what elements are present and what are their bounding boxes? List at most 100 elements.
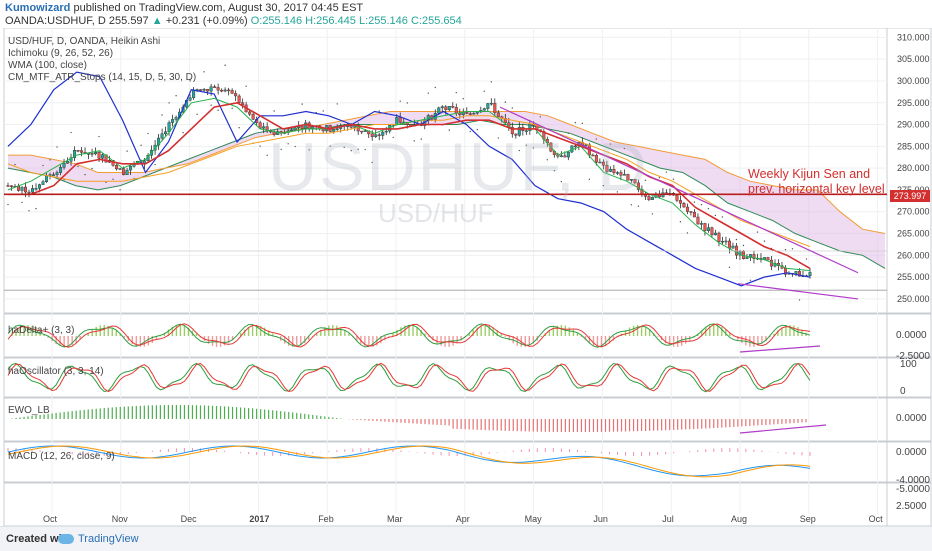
candle-body xyxy=(370,133,374,137)
candle-body xyxy=(591,154,595,157)
x-tick-label: Aug xyxy=(731,514,747,524)
candle-body xyxy=(209,86,213,92)
candle-body xyxy=(766,257,770,261)
candle-body xyxy=(752,254,756,259)
last-price: 255.597 xyxy=(108,15,149,27)
candle-body xyxy=(482,108,486,111)
stop-dot xyxy=(217,109,219,111)
stop-dot xyxy=(763,240,766,242)
y-tick-label: 300.000 xyxy=(897,76,930,86)
candle-body xyxy=(741,250,745,259)
stop-dot xyxy=(63,179,65,181)
candle-body xyxy=(94,152,98,155)
stop-dot xyxy=(266,154,268,157)
x-tick-label: Nov xyxy=(112,514,129,524)
candle-body xyxy=(160,133,164,139)
candle-body xyxy=(276,131,280,135)
candle-body xyxy=(384,130,388,133)
annotation-line-2: prev. horizontal key level xyxy=(748,182,885,196)
legend-series[interactable]: USD/HUF, D, OANDA, Heikin Ashi xyxy=(8,36,161,47)
x-tick-label: Feb xyxy=(318,514,334,524)
candle-body xyxy=(440,106,444,109)
candle-body xyxy=(202,89,206,91)
chart-header: Kumowizard published on TradingView.com,… xyxy=(0,0,932,28)
y-tick-label: 260.000 xyxy=(897,250,930,260)
candle-body xyxy=(230,90,234,94)
candle-body xyxy=(234,93,238,97)
stop-dot xyxy=(105,181,107,184)
pane-border xyxy=(3,28,932,314)
stop-dot xyxy=(182,131,184,134)
footer-bar: Created with TradingView xyxy=(0,526,932,551)
symbol-line: OANDA:USDHUF, D 255.597 ▲ +0.231 (+0.09%… xyxy=(5,15,462,28)
stop-dot xyxy=(623,147,626,150)
stop-dot xyxy=(525,144,528,147)
pane-label-macd[interactable]: MACD (12, 26, close, 9) xyxy=(8,451,115,462)
stop-dot xyxy=(553,170,556,172)
legend-ichimoku[interactable]: Ichimoku (9, 26, 52, 26) xyxy=(8,48,114,59)
candle-body xyxy=(220,89,224,92)
candle-body xyxy=(650,197,654,200)
x-tick-label: Dec xyxy=(181,514,198,524)
stop-dot xyxy=(581,122,584,125)
price-chart[interactable]: 310.000 305.000 300.000 295.000 290.000 285.0… xyxy=(0,28,932,526)
candle-body xyxy=(475,111,479,114)
candle-body xyxy=(615,172,619,174)
legend-atr-stops[interactable]: CM_MTF_ATR_Stops (14, 15, D, 5, 30, D) xyxy=(8,72,197,83)
low-value: L:255.146 xyxy=(358,15,408,27)
pane-label-ewo[interactable]: EWO_LB xyxy=(8,405,50,416)
candle-body xyxy=(605,164,609,172)
candle-body xyxy=(293,127,297,131)
candle-body xyxy=(62,163,66,168)
candle-body xyxy=(510,126,514,135)
stop-dot xyxy=(140,144,142,146)
stop-dot xyxy=(511,107,514,109)
y-tick-label: 255.000 xyxy=(897,272,930,282)
tradingview-link[interactable]: TradingView xyxy=(78,533,139,545)
stop-dot xyxy=(448,129,450,131)
stop-dot xyxy=(301,103,303,105)
candle-body xyxy=(24,186,28,193)
stop-dot xyxy=(476,128,478,131)
candle-body xyxy=(496,112,500,117)
stop-dot xyxy=(742,244,745,247)
stop-dot xyxy=(595,138,598,140)
pane-label-hadelta[interactable]: haDelta+ (3, 3) xyxy=(8,325,75,336)
candle-body xyxy=(689,211,693,213)
candle-body xyxy=(129,166,133,171)
bottom-tick-neg: -5.0000 xyxy=(896,484,930,495)
candle-body xyxy=(685,206,689,212)
candle-body xyxy=(626,174,630,181)
stop-dot xyxy=(21,201,23,204)
stop-dot xyxy=(7,203,9,206)
hadelta-signal-a xyxy=(7,323,811,348)
candle-body xyxy=(451,106,455,108)
candle-body xyxy=(73,150,77,158)
stop-dot xyxy=(119,189,121,191)
macd-tick-neg: -4.0000 xyxy=(896,475,930,486)
stop-dot xyxy=(679,221,682,223)
price-change: +0.231 (+0.09%) xyxy=(165,15,248,27)
high-value: H:256.445 xyxy=(305,15,356,27)
candle-body xyxy=(115,165,119,170)
stop-dot xyxy=(630,204,633,206)
candle-body xyxy=(45,175,49,182)
stop-dot xyxy=(602,184,605,187)
candle-body xyxy=(237,95,241,103)
stop-dot xyxy=(413,140,415,142)
candle-body xyxy=(377,134,381,136)
candle-body xyxy=(794,271,798,274)
pane-label-haoscillator[interactable]: haOscillator (3, 3, 14) xyxy=(8,366,104,377)
up-arrow-icon: ▲ xyxy=(151,15,163,27)
stop-dot xyxy=(112,178,114,180)
stop-dot xyxy=(196,113,198,115)
delta-tick-zero: 0.0000 xyxy=(896,330,927,341)
candle-body xyxy=(80,150,84,153)
stop-dot xyxy=(560,180,563,183)
trendline-lower xyxy=(737,283,859,300)
y-tick-label: 265.000 xyxy=(897,229,930,239)
stop-dot xyxy=(35,207,37,210)
author-link[interactable]: Kumowizard xyxy=(5,2,71,14)
candle-body xyxy=(713,232,717,236)
legend-wma[interactable]: WMA (100, close) xyxy=(8,60,87,71)
